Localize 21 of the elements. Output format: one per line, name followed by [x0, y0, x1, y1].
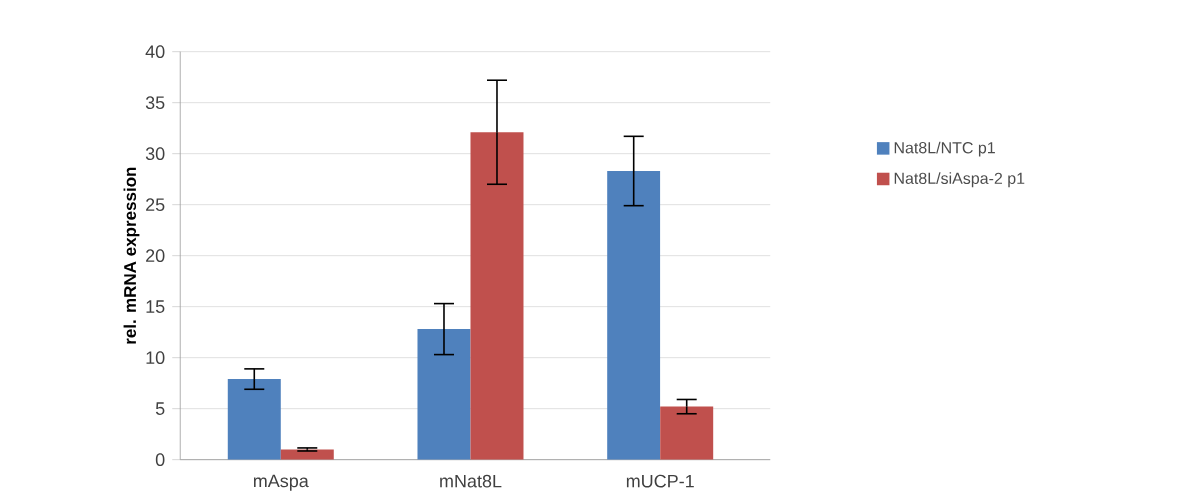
- y-tick-label: 15: [146, 300, 165, 313]
- y-tick-label: 30: [145, 147, 165, 161]
- bar: [607, 171, 661, 460]
- bar: [660, 406, 714, 460]
- x-tick-label: mUCP-1: [626, 474, 694, 488]
- x-tick-label: mAspa: [253, 474, 309, 491]
- bar: [280, 449, 334, 460]
- x-tick-label: mNat8L: [440, 474, 502, 488]
- legend-label: Nat8L/NTC p1: [894, 141, 995, 157]
- y-tick-label: 25: [146, 198, 165, 212]
- legend-label: Nat8L/siAspa-2 p1: [894, 172, 1025, 188]
- y-axis-title: rel. mRNA expression: [123, 167, 140, 344]
- y-tick-label: 40: [145, 45, 165, 59]
- bar: [417, 329, 471, 460]
- y-tick-label: 20: [146, 249, 165, 263]
- y-tick-label: 10: [146, 351, 165, 365]
- y-tick-label: 35: [145, 96, 165, 110]
- y-tick-label: 0: [155, 453, 165, 467]
- bar: [227, 379, 281, 460]
- y-tick-label: 5: [155, 402, 165, 415]
- bar: [470, 132, 524, 460]
